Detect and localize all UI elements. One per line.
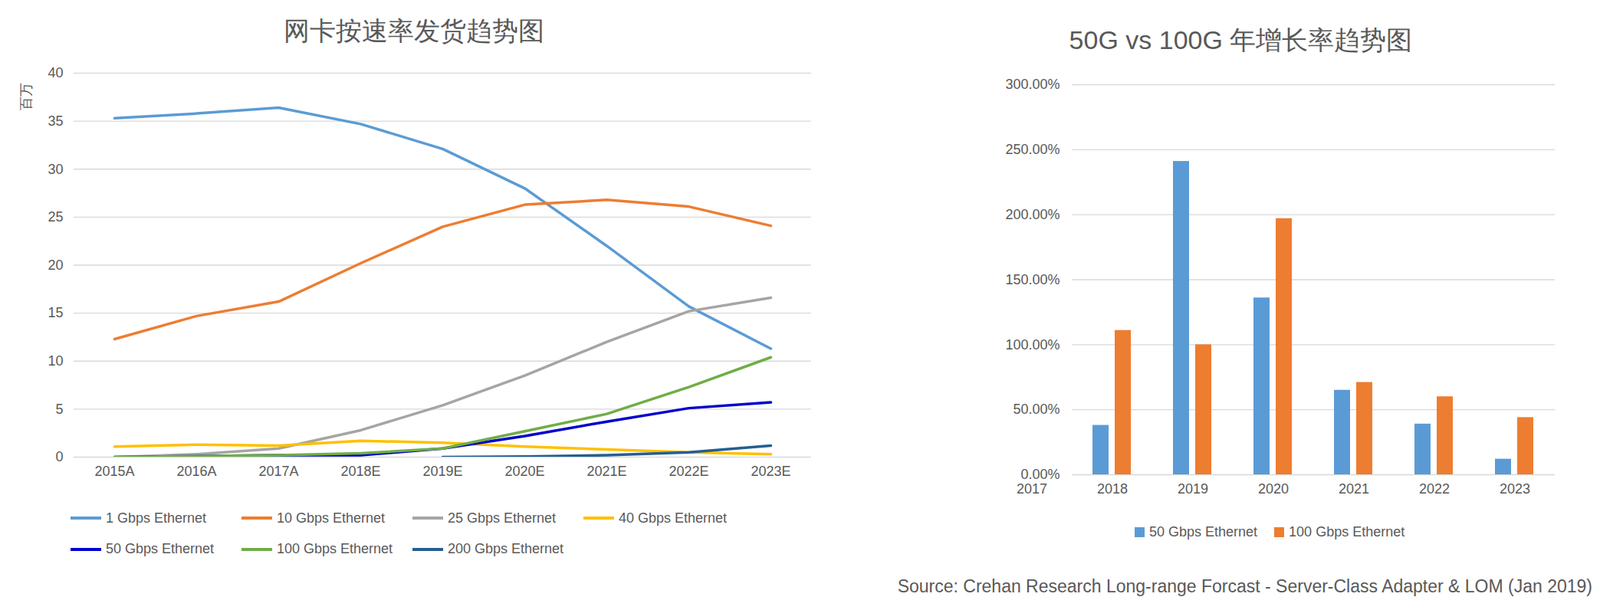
svg-text:2020E: 2020E	[504, 463, 545, 480]
html-text:100 Gbps Ethernet: 100 Gbps Ethernet	[1288, 524, 1405, 540]
svg-text:2016A: 2016A	[176, 463, 217, 480]
svg-text:2022E: 2022E	[668, 463, 709, 480]
html-text:百万: 百万	[18, 82, 34, 111]
html-text:40 Gbps Ethernet: 40 Gbps Ethernet	[618, 510, 727, 526]
svg-text:2023E: 2023E	[750, 463, 791, 480]
svg-text:5: 5	[55, 401, 63, 418]
html-text:Source: Crehan Research Long-r: Source: Crehan Research Long-range Forca…	[897, 576, 1593, 597]
svg-text:30: 30	[47, 161, 63, 178]
svg-text:2021E: 2021E	[586, 463, 627, 480]
svg-text:25: 25	[47, 209, 63, 225]
svg-text:2018: 2018	[1097, 481, 1128, 497]
html-text:网卡按速率发货趋势图: 网卡按速率发货趋势图	[283, 16, 545, 46]
html-text:50G vs 100G 年增长率趋势图: 50G vs 100G 年增长率趋势图	[1069, 25, 1413, 55]
html-text:50 Gbps Ethernet: 50 Gbps Ethernet	[1149, 524, 1258, 540]
svg-text:0: 0	[55, 449, 63, 465]
svg-text:35: 35	[47, 113, 63, 129]
svg-text:50.00%: 50.00%	[1012, 401, 1060, 418]
svg-text:2021: 2021	[1338, 481, 1370, 497]
svg-text:300.00%: 300.00%	[1005, 76, 1060, 92]
svg-text:20: 20	[47, 257, 63, 273]
svg-text:2023: 2023	[1499, 481, 1531, 497]
svg-text:2022: 2022	[1419, 481, 1450, 497]
svg-text:2019: 2019	[1177, 481, 1209, 497]
svg-text:2019E: 2019E	[422, 463, 463, 480]
svg-text:150.00%: 150.00%	[1005, 272, 1060, 288]
html-text:200 Gbps Ethernet: 200 Gbps Ethernet	[447, 541, 564, 557]
svg-text:10: 10	[47, 353, 63, 369]
svg-text:2018E: 2018E	[340, 463, 381, 480]
svg-text:2017: 2017	[1016, 481, 1048, 497]
svg-text:2020: 2020	[1258, 481, 1289, 497]
svg-text:2015A: 2015A	[94, 463, 135, 480]
html-text:1 Gbps Ethernet: 1 Gbps Ethernet	[105, 510, 207, 526]
svg-text:100.00%: 100.00%	[1005, 337, 1060, 353]
svg-text:15: 15	[47, 305, 63, 321]
svg-text:200.00%: 200.00%	[1005, 206, 1060, 223]
html-text:10 Gbps Ethernet: 10 Gbps Ethernet	[276, 510, 385, 526]
html-text:25 Gbps Ethernet: 25 Gbps Ethernet	[447, 510, 556, 526]
svg-text:250.00%: 250.00%	[1005, 141, 1060, 158]
html-text:50 Gbps Ethernet: 50 Gbps Ethernet	[105, 541, 214, 557]
svg-text:40: 40	[47, 65, 63, 81]
html-text:100 Gbps Ethernet: 100 Gbps Ethernet	[276, 541, 393, 557]
svg-text:0.00%: 0.00%	[1020, 466, 1060, 483]
svg-text:2017A: 2017A	[258, 463, 299, 480]
